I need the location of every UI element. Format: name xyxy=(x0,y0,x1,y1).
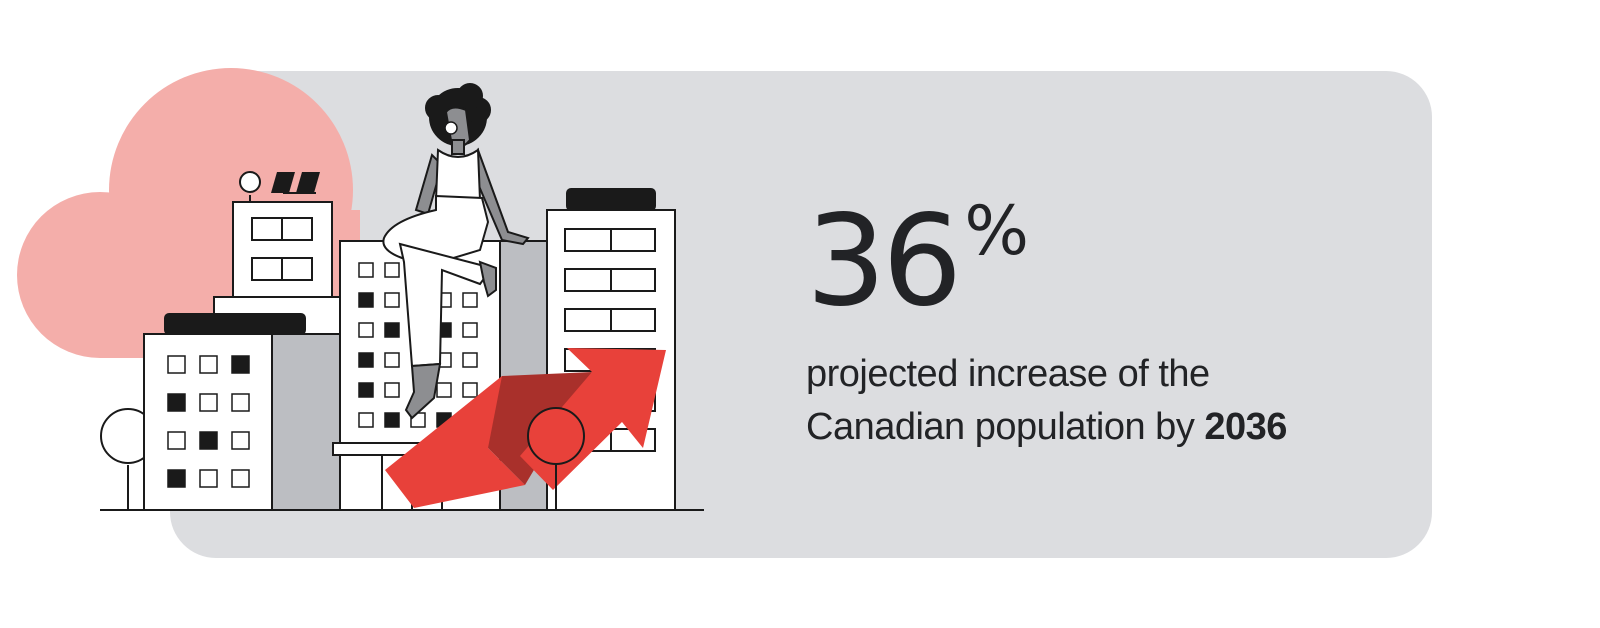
woman-sitting-icon xyxy=(382,83,530,420)
stat-figure: 36 % xyxy=(806,190,1366,324)
stat-number: 36 xyxy=(806,187,962,334)
growth-arrow-icon xyxy=(385,348,666,510)
stat-year: 2036 xyxy=(1204,406,1287,448)
stat-description-line2: Canadian population by 2036 xyxy=(806,401,1366,454)
solar-panel-icon xyxy=(271,172,320,193)
window-grid-left xyxy=(167,355,250,488)
window-grid-middle xyxy=(358,262,478,428)
city-buildings-icon xyxy=(232,171,333,313)
stat-unit: % xyxy=(964,192,1029,271)
stat-description-prefix: Canadian population by xyxy=(806,406,1205,448)
stat-description-line1: projected increase of the xyxy=(806,353,1210,395)
stat-description: projected increase of the Canadian popul… xyxy=(806,348,1366,454)
city-growth-illustration xyxy=(17,68,704,511)
stat-block: 36 % projected increase of the Canadian … xyxy=(806,190,1366,454)
